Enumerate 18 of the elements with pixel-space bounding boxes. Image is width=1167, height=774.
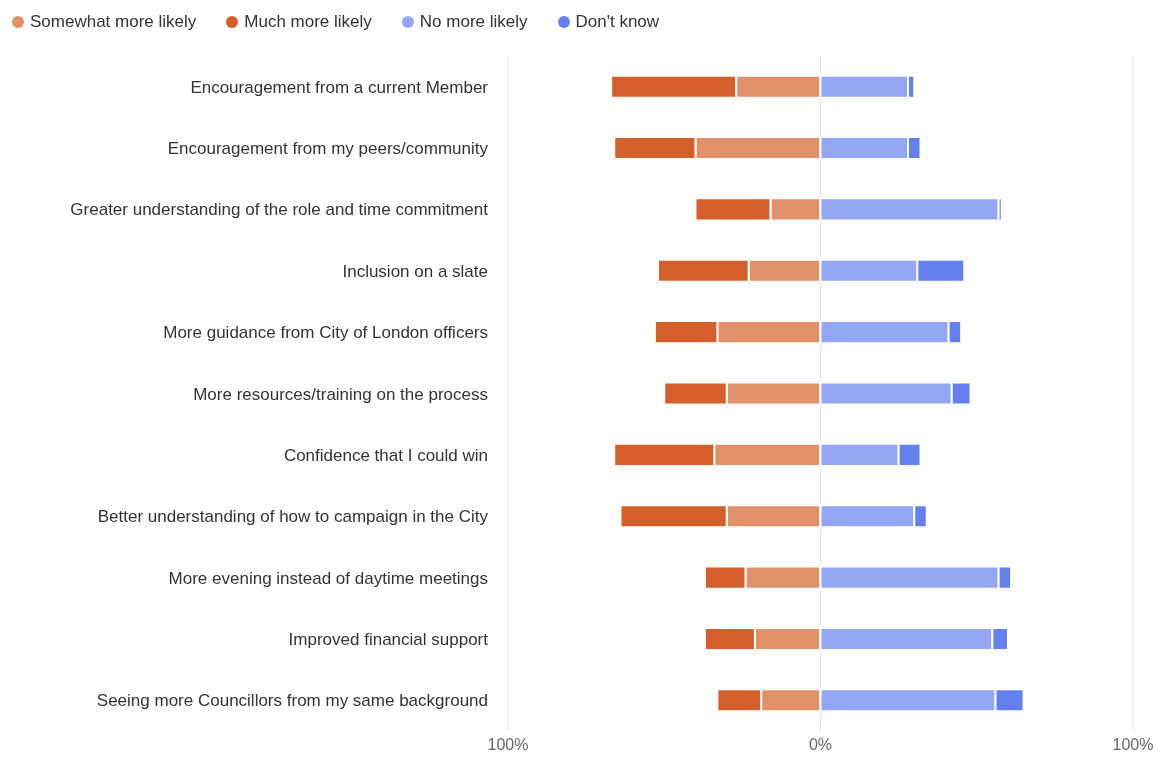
- y-tick-label: Encouragement from a current Member: [190, 77, 489, 97]
- y-tick-label: Confidence that I could win: [283, 445, 488, 465]
- y-tick-label: More guidance from City of London officers: [163, 323, 488, 343]
- x-tick-label: 0%: [808, 736, 833, 754]
- legend-label: Don't know: [574, 12, 660, 32]
- y-tick-label: More resources/training on the process: [193, 384, 488, 404]
- y-tick-label: More evening instead of daytime meetings: [168, 568, 488, 588]
- y-tick-label: Encouragement from my peers/community: [167, 139, 489, 159]
- legend-label: Somewhat more likely: [29, 12, 197, 32]
- y-tick-label: Inclusion on a slate: [342, 261, 488, 281]
- y-tick-label: Improved financial support: [288, 629, 489, 649]
- legend-label: Much more likely: [243, 12, 372, 32]
- x-tick-label: 100%: [1112, 736, 1154, 754]
- legend-label: No more likely: [418, 12, 528, 32]
- x-tick-label: 100%: [487, 736, 529, 754]
- y-tick-label: Seeing more Councillors from my same background: [96, 691, 488, 711]
- y-tick-label: Better understanding of how to campaign in the City: [97, 507, 489, 527]
- y-tick-label: Greater understanding of the role and time commitment: [70, 200, 489, 220]
